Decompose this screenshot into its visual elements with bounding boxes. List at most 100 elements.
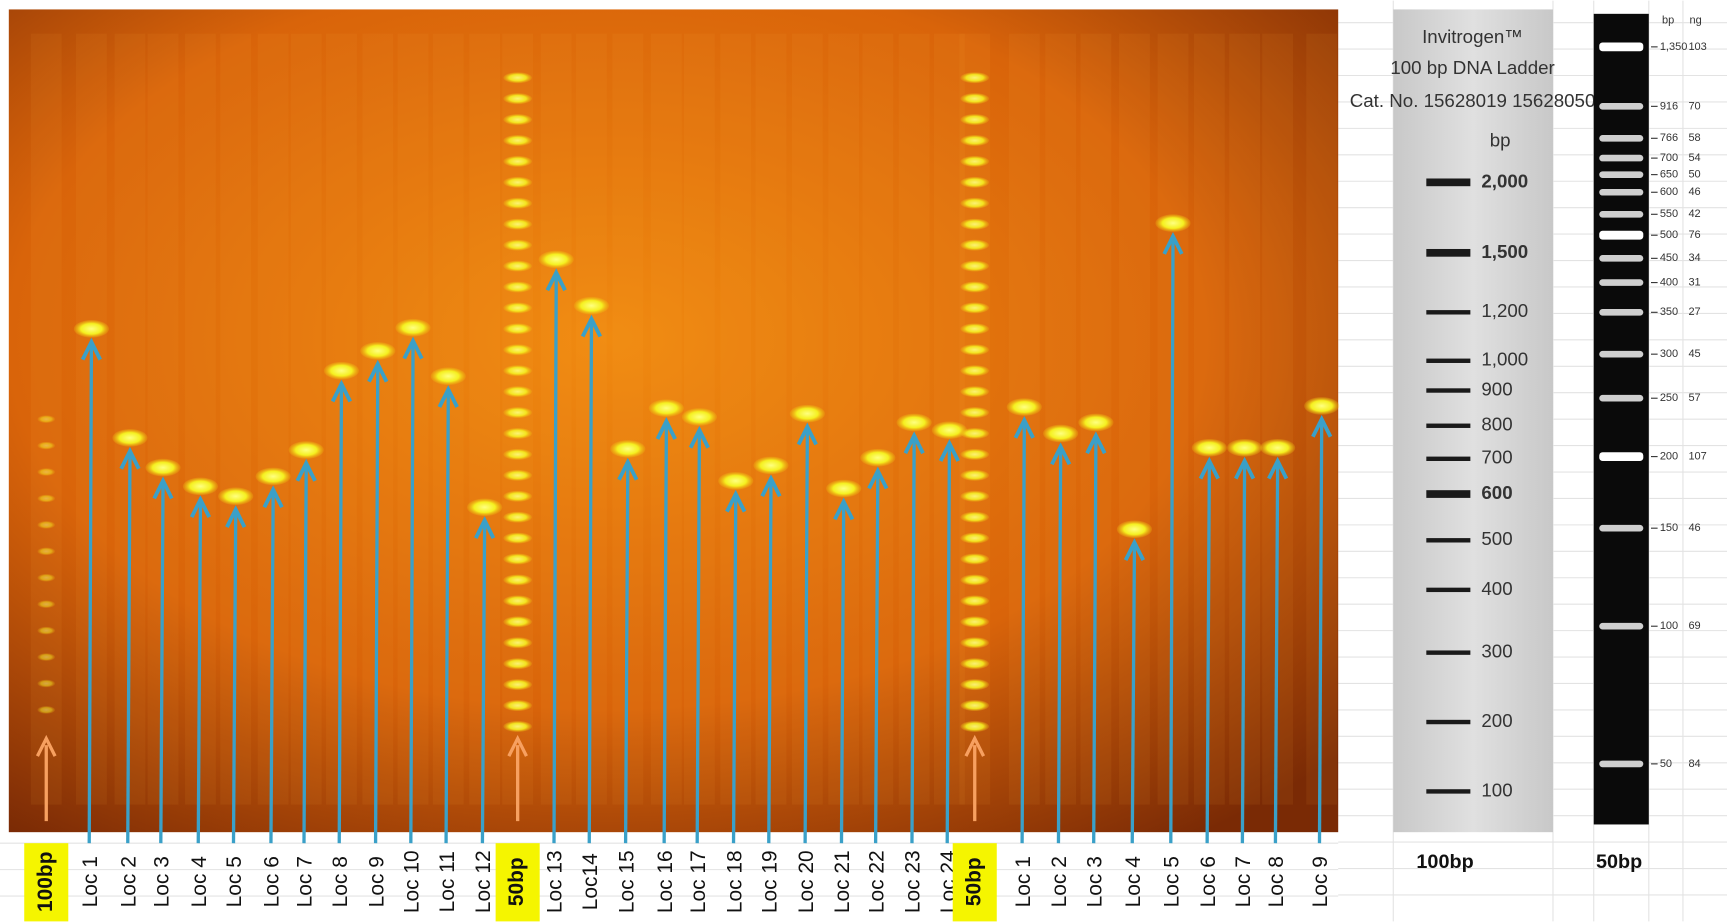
ladder-band bbox=[503, 721, 532, 732]
ladder-size: 2,000 bbox=[1481, 170, 1528, 191]
ladder-size: 1,500 bbox=[1481, 241, 1528, 262]
ladder-band bbox=[1599, 171, 1643, 178]
ladder-band bbox=[960, 512, 989, 523]
ladder-size: 700 bbox=[1660, 152, 1678, 164]
ladder-band bbox=[503, 554, 532, 565]
ladder-ng: 46 bbox=[1688, 522, 1700, 534]
ladder-band bbox=[1599, 623, 1643, 630]
pointer-arrow bbox=[376, 368, 378, 843]
ladder-ng: 57 bbox=[1688, 392, 1700, 404]
ladder-band bbox=[503, 700, 532, 711]
pointer-arrow bbox=[841, 506, 843, 843]
ladder-band bbox=[1599, 211, 1643, 218]
ladder-band bbox=[1599, 135, 1643, 142]
ladder-band bbox=[960, 177, 989, 188]
pointer-arrow bbox=[89, 346, 91, 843]
ladder-size: 800 bbox=[1481, 414, 1512, 435]
pointer-arrow bbox=[697, 435, 699, 844]
gel-lanes bbox=[31, 34, 1339, 844]
ladder-band bbox=[503, 574, 532, 585]
band bbox=[1117, 520, 1152, 538]
ladder-band bbox=[960, 449, 989, 460]
lane-label: Loc 21 bbox=[831, 850, 854, 913]
ladder-band bbox=[37, 547, 55, 555]
ladder-band bbox=[1426, 457, 1470, 461]
ladder-size: 400 bbox=[1481, 578, 1512, 599]
ladder-band bbox=[503, 177, 532, 188]
pointer-arrow bbox=[271, 494, 273, 843]
lane-label: Loc 18 bbox=[723, 850, 746, 913]
band bbox=[860, 449, 895, 467]
ladder-band bbox=[1599, 279, 1643, 286]
ladder-band bbox=[1599, 155, 1643, 162]
pointer-arrow bbox=[912, 440, 914, 843]
band bbox=[431, 367, 466, 385]
ladder-band bbox=[503, 595, 532, 606]
lane-label: Loc 5 bbox=[1161, 856, 1184, 907]
ladder-band bbox=[960, 386, 989, 397]
ladder-band bbox=[37, 495, 55, 503]
ladder-size: 200 bbox=[1481, 710, 1512, 731]
band bbox=[360, 342, 395, 360]
ladder-band bbox=[960, 658, 989, 669]
ladder-title: 100 bp DNA Ladder bbox=[1390, 57, 1554, 78]
pointer-arrow bbox=[664, 426, 666, 843]
pointer-arrow bbox=[947, 448, 949, 843]
ladder-ng: 46 bbox=[1688, 186, 1700, 198]
ladder-band bbox=[1426, 789, 1470, 793]
ladder-size: 1,000 bbox=[1481, 349, 1528, 370]
ladder-size: 150 bbox=[1660, 522, 1678, 534]
pointer-arrow bbox=[1022, 425, 1024, 844]
pointer-arrow bbox=[198, 504, 200, 843]
band bbox=[1304, 397, 1339, 415]
lane-label: Loc 22 bbox=[865, 850, 888, 913]
ladder-band bbox=[503, 616, 532, 627]
band bbox=[610, 440, 645, 458]
ladder-band bbox=[37, 521, 55, 529]
band bbox=[790, 405, 825, 423]
lane-label: Loc 3 bbox=[1083, 856, 1106, 907]
lane-label: Loc 8 bbox=[1265, 856, 1288, 907]
ladder-band bbox=[1426, 588, 1470, 592]
ladder-band bbox=[960, 679, 989, 690]
ladder-100bp-panel bbox=[1393, 9, 1553, 832]
band bbox=[649, 399, 684, 417]
lane-label: 50bp bbox=[962, 857, 985, 906]
ladder-band bbox=[960, 135, 989, 146]
ladder-size: 200 bbox=[1660, 451, 1678, 463]
ladder-size: 650 bbox=[1660, 169, 1678, 181]
pointer-arrow bbox=[161, 485, 163, 843]
lane-label: Loc 5 bbox=[223, 856, 246, 907]
ladder-size: 766 bbox=[1660, 132, 1678, 144]
ladder-band bbox=[960, 721, 989, 732]
ladder-band bbox=[1426, 650, 1470, 654]
ladder-band bbox=[960, 533, 989, 544]
band bbox=[218, 487, 253, 505]
ladder-size: 600 bbox=[1660, 186, 1678, 198]
band bbox=[1078, 414, 1113, 432]
pointer-arrow bbox=[1171, 241, 1173, 843]
ladder-ng: 103 bbox=[1688, 41, 1706, 53]
lane-label: Loc 15 bbox=[615, 850, 638, 913]
lane-label: Loc 11 bbox=[436, 851, 459, 912]
ladder-band bbox=[960, 323, 989, 334]
ng-header: ng bbox=[1690, 14, 1702, 26]
pointer-arrow bbox=[554, 277, 556, 843]
band bbox=[467, 498, 502, 516]
pointer-arrow bbox=[482, 525, 484, 843]
ladder-brand: Invitrogen™ bbox=[1422, 26, 1523, 47]
ladder-size: 700 bbox=[1481, 447, 1512, 468]
ladder-size: 1,200 bbox=[1481, 300, 1528, 321]
ladder-band bbox=[503, 491, 532, 502]
ladder-band bbox=[960, 114, 989, 125]
band bbox=[145, 459, 180, 477]
lane-label: Loc 8 bbox=[329, 856, 352, 907]
ladder-band bbox=[960, 491, 989, 502]
ladder-band bbox=[503, 302, 532, 313]
ladder-band bbox=[37, 468, 55, 476]
pointer-arrow bbox=[304, 468, 306, 844]
pointer-arrow bbox=[128, 455, 130, 843]
lane-label: Loc 1 bbox=[79, 856, 102, 907]
lane-label: Loc14 bbox=[579, 853, 602, 910]
ladder-ng: 50 bbox=[1688, 169, 1700, 181]
